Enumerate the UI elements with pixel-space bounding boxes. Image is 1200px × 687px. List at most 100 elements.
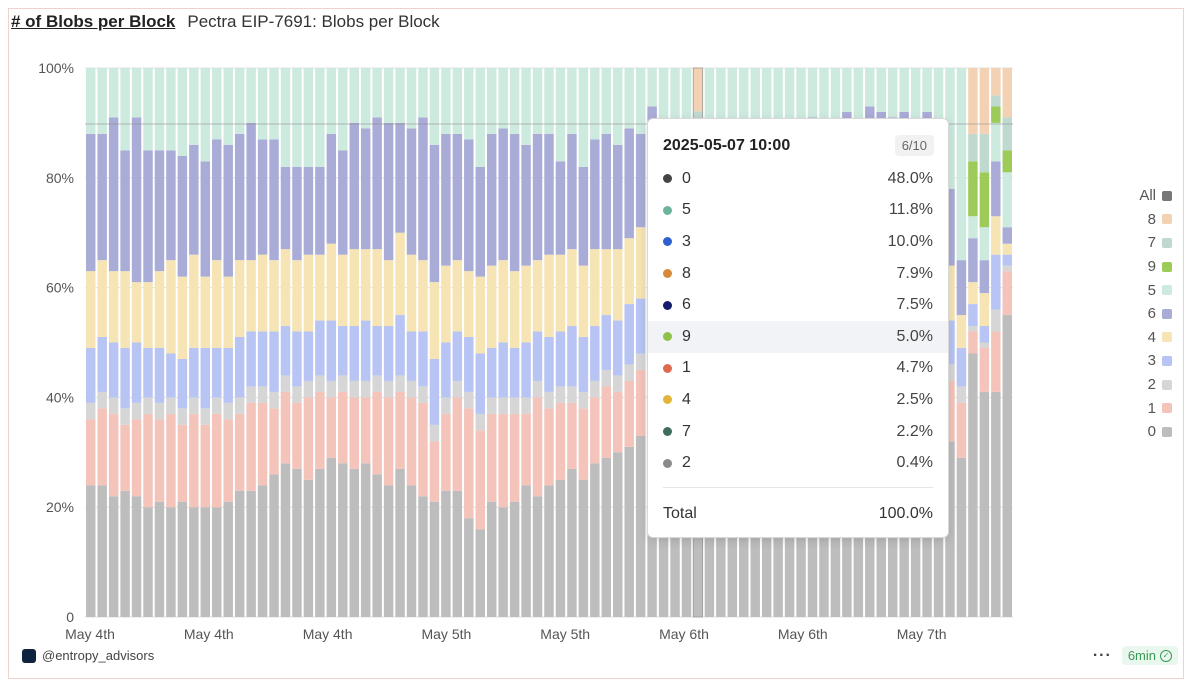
bar-segment-3[interactable]: [338, 326, 348, 376]
bar-segment-4[interactable]: [315, 254, 325, 321]
bar-segment-3[interactable]: [635, 298, 646, 354]
legend-item-1[interactable]: 1: [1124, 396, 1172, 420]
bar-segment-3[interactable]: [269, 331, 279, 392]
bar-segment-6[interactable]: [452, 133, 463, 261]
bar-segment-6[interactable]: [567, 133, 577, 250]
bar-segment-3[interactable]: [120, 347, 130, 409]
bar-segment-1[interactable]: [601, 386, 612, 458]
bar-segment-4[interactable]: [578, 265, 589, 338]
bar-segment-4[interactable]: [613, 249, 623, 321]
bar-segment-0[interactable]: [670, 496, 680, 617]
bar-segment-0[interactable]: [945, 441, 955, 617]
bar-segment-8[interactable]: [968, 68, 978, 134]
bar-segment-3[interactable]: [418, 331, 428, 387]
bar-segment-3[interactable]: [86, 347, 96, 403]
bar-segment-4[interactable]: [464, 271, 474, 338]
bar-segment-6[interactable]: [234, 133, 245, 261]
bar-segment-6[interactable]: [544, 133, 554, 255]
bar-segment-0[interactable]: [280, 463, 291, 617]
bar-segment-2[interactable]: [120, 408, 130, 425]
bar-segment-6[interactable]: [154, 150, 165, 272]
bar-segment-0[interactable]: [979, 391, 990, 617]
bar-segment-4[interactable]: [544, 254, 554, 338]
legend-item-9[interactable]: 9: [1124, 255, 1172, 279]
bar-segment-0[interactable]: [1002, 315, 1012, 617]
bar-segment-2[interactable]: [200, 408, 211, 425]
bar-segment-4[interactable]: [280, 249, 291, 327]
bar-segment-0[interactable]: [635, 435, 646, 617]
bar-segment-6[interactable]: [86, 133, 96, 272]
bar-segment-3[interactable]: [360, 320, 371, 381]
bar-segment-6[interactable]: [464, 139, 474, 272]
bar-segment-7[interactable]: [1002, 117, 1012, 151]
bar-segment-3[interactable]: [532, 331, 543, 381]
bar-segment-5[interactable]: [979, 227, 990, 261]
bar-segment-1[interactable]: [979, 347, 990, 392]
bar-segment-0[interactable]: [532, 496, 543, 617]
bar-segment-6[interactable]: [532, 133, 543, 261]
bar-segment-0[interactable]: [578, 479, 589, 617]
bar-segment-3[interactable]: [1002, 254, 1012, 266]
bar-segment-4[interactable]: [991, 216, 1001, 255]
bar-segment-1[interactable]: [212, 413, 222, 508]
bar-segment-4[interactable]: [509, 271, 520, 348]
bar-segment-2[interactable]: [555, 386, 566, 403]
bar-segment-1[interactable]: [280, 391, 291, 464]
bar-segment-6[interactable]: [406, 128, 417, 255]
bar-segment-0[interactable]: [383, 485, 394, 617]
bar-segment-4[interactable]: [452, 260, 463, 332]
bar-segment-4[interactable]: [590, 249, 600, 327]
bar-segment-6[interactable]: [555, 161, 566, 255]
bar-segment-1[interactable]: [326, 397, 337, 458]
bar-segment-1[interactable]: [544, 408, 554, 486]
bar-segment-6[interactable]: [360, 128, 371, 250]
bar-segment-8[interactable]: [979, 68, 990, 134]
bar-segment-1[interactable]: [945, 380, 955, 442]
bar-segment-1[interactable]: [108, 413, 119, 497]
bar-segment-6[interactable]: [945, 188, 955, 266]
bar-segment-3[interactable]: [257, 331, 268, 387]
bar-segment-0[interactable]: [143, 507, 153, 617]
bar-segment-1[interactable]: [189, 413, 199, 508]
bar-segment-0[interactable]: [406, 485, 417, 617]
bar-segment-4[interactable]: [418, 260, 428, 332]
bar-segment-3[interactable]: [624, 304, 634, 365]
bar-segment-6[interactable]: [223, 144, 233, 277]
bar-segment-6[interactable]: [1002, 227, 1012, 244]
bar-segment-4[interactable]: [223, 276, 233, 348]
bar-segment-0[interactable]: [360, 463, 371, 617]
bar-segment-3[interactable]: [979, 326, 990, 343]
bar-segment-2[interactable]: [246, 386, 256, 403]
bar-segment-1[interactable]: [441, 413, 451, 491]
bar-segment-1[interactable]: [246, 402, 256, 491]
more-options-icon[interactable]: ···: [1092, 646, 1112, 664]
bar-segment-3[interactable]: [383, 326, 394, 381]
bar-segment-0[interactable]: [177, 501, 188, 617]
bar-segment-0[interactable]: [624, 446, 634, 617]
bar-segment-6[interactable]: [326, 133, 337, 244]
bar-segment-2[interactable]: [395, 375, 405, 392]
bar-segment-0[interactable]: [968, 353, 978, 617]
bar-segment-4[interactable]: [349, 249, 359, 327]
bar-segment-6[interactable]: [246, 122, 256, 261]
bar-segment-4[interactable]: [360, 249, 371, 321]
bar-segment-4[interactable]: [143, 282, 153, 348]
bar-segment-2[interactable]: [1002, 265, 1012, 272]
bar-segment-1[interactable]: [486, 413, 497, 502]
bar-segment-0[interactable]: [590, 463, 600, 617]
bar-segment-4[interactable]: [212, 260, 222, 348]
bar-segment-1[interactable]: [257, 402, 268, 486]
bar-segment-3[interactable]: [292, 331, 302, 387]
bar-segment-3[interactable]: [234, 337, 245, 398]
bar-segment-6[interactable]: [624, 128, 634, 239]
bar-segment-2[interactable]: [452, 380, 463, 398]
bar-segment-2[interactable]: [86, 402, 96, 420]
bar-segment-4[interactable]: [303, 254, 314, 332]
bar-segment-3[interactable]: [613, 320, 623, 376]
bar-segment-0[interactable]: [372, 474, 382, 617]
bar-segment-6[interactable]: [200, 161, 211, 277]
bar-segment-9[interactable]: [991, 106, 1001, 123]
bar-segment-1[interactable]: [532, 397, 543, 497]
bar-segment-3[interactable]: [315, 320, 325, 376]
